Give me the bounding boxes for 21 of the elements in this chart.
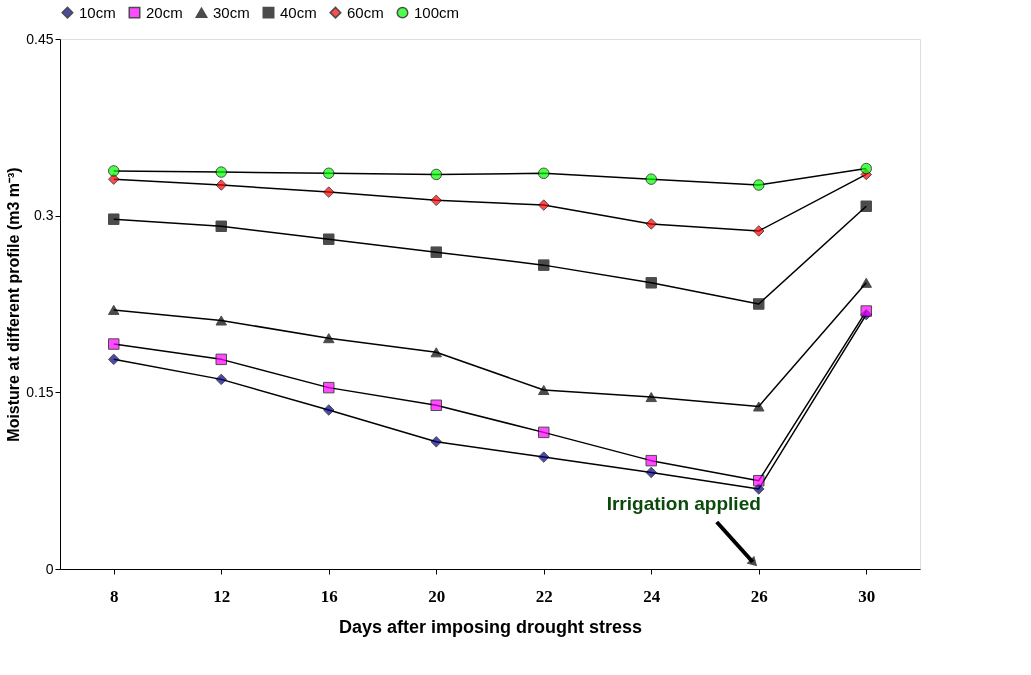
- y-tick-label: 0: [45, 560, 54, 577]
- x-tick-label: 12: [213, 586, 231, 606]
- y-tick-label: 0.3: [34, 207, 54, 224]
- y-tick-label: 0.45: [26, 30, 54, 47]
- x-tick-label: 26: [750, 586, 768, 606]
- legend-label: 20cm: [146, 3, 183, 21]
- x-tick-label: 22: [535, 586, 553, 606]
- legend-label: 10cm: [79, 3, 116, 21]
- legend-label: 100cm: [414, 3, 460, 21]
- x-tick-label: 24: [643, 586, 661, 606]
- x-axis-title: Days after imposing drought stress: [338, 616, 643, 637]
- x-tick-label: 20: [428, 586, 446, 606]
- x-tick-label: 30: [858, 586, 876, 606]
- annotation: Irrigation applied: [606, 493, 761, 514]
- y-tick-label: 0.15: [26, 383, 54, 400]
- x-tick-label: 8: [110, 586, 119, 606]
- x-tick-label: 16: [320, 586, 338, 606]
- y-axis-title: Moisture at different profile (m3 m⁻³): [5, 167, 23, 442]
- legend-label: 40cm: [280, 3, 317, 21]
- legend-label: 60cm: [347, 3, 384, 21]
- legend-label: 30cm: [213, 3, 250, 21]
